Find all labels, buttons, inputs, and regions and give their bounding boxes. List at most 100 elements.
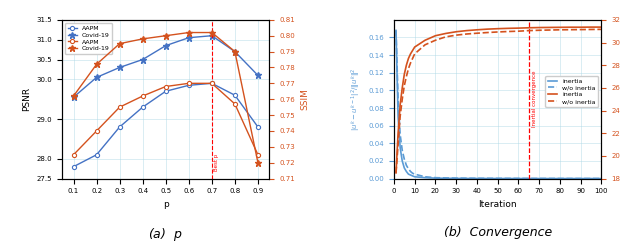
Line: w/o inertia: w/o inertia: [396, 29, 601, 173]
w/o inertia: [494, 177, 502, 180]
Covid-19: [162, 34, 169, 37]
AAPM: [231, 94, 239, 97]
Covid-19: [254, 161, 262, 164]
inertia: [598, 26, 605, 29]
inertia: [567, 26, 574, 29]
Line: AAPM: AAPM: [71, 81, 260, 169]
w/o inertia: [396, 133, 404, 136]
inertia: [432, 177, 439, 180]
Covid-19: [231, 50, 239, 53]
w/o inertia: [484, 31, 491, 34]
w/o inertia: [411, 52, 418, 55]
inertia: [405, 57, 412, 60]
w/o inertia: [484, 177, 491, 180]
Covid-19: [231, 50, 239, 53]
w/o inertia: [587, 177, 595, 180]
Covid-19: [93, 63, 100, 66]
inertia: [515, 27, 522, 30]
inertia: [401, 73, 408, 76]
Text: (b)  Convergence: (b) Convergence: [443, 226, 552, 239]
w/o inertia: [525, 29, 533, 32]
inertia: [405, 173, 412, 176]
w/o inertia: [556, 177, 564, 180]
inertia: [484, 177, 491, 180]
w/o inertia: [392, 29, 400, 32]
inertia: [409, 174, 417, 177]
Line: Covid-19: Covid-19: [71, 32, 261, 100]
inertia: [392, 29, 400, 32]
Covid-19: [208, 31, 216, 34]
w/o inertia: [394, 98, 402, 101]
Covid-19: [93, 76, 100, 79]
w/o inertia: [405, 167, 412, 170]
inertia: [473, 28, 480, 31]
w/o inertia: [402, 75, 410, 78]
inertia: [411, 46, 418, 49]
inertia: [567, 177, 574, 180]
inertia: [536, 26, 543, 29]
inertia: [442, 177, 450, 180]
inertia: [402, 170, 410, 173]
Covid-19: [254, 74, 262, 77]
inertia: [577, 177, 585, 180]
Line: AAPM: AAPM: [71, 81, 260, 157]
Line: inertia: inertia: [396, 27, 601, 173]
w/o inertia: [577, 177, 585, 180]
AAPM: [116, 106, 123, 109]
inertia: [577, 26, 585, 29]
AAPM: [162, 85, 169, 88]
inertia: [407, 52, 414, 55]
Y-axis label: $|u^k - u^{k-1}|^2 / \|u^k\|^2$: $|u^k - u^{k-1}|^2 / \|u^k\|^2$: [350, 67, 363, 131]
w/o inertia: [453, 34, 460, 37]
inertia: [504, 27, 511, 30]
w/o inertia: [515, 30, 522, 33]
inertia: [598, 177, 605, 180]
inertia: [504, 177, 511, 180]
Covid-19: [139, 58, 146, 61]
inertia: [407, 174, 414, 177]
inertia: [525, 26, 533, 29]
Line: inertia: inertia: [396, 31, 601, 179]
Legend: inertia, w/o inertia, inertia, w/o inertia: inertia, w/o inertia, inertia, w/o inert…: [546, 76, 598, 107]
w/o inertia: [409, 172, 417, 175]
w/o inertia: [407, 170, 414, 173]
w/o inertia: [525, 177, 533, 180]
w/o inertia: [536, 177, 543, 180]
X-axis label: p: p: [163, 200, 169, 209]
inertia: [399, 86, 406, 89]
w/o inertia: [536, 29, 543, 32]
Covid-19: [70, 96, 78, 99]
inertia: [453, 177, 460, 180]
AAPM: [208, 82, 216, 85]
Y-axis label: SSIM: SSIM: [301, 88, 309, 110]
Covid-19: [185, 31, 192, 34]
AAPM: [139, 94, 146, 97]
AAPM: [254, 153, 262, 156]
inertia: [422, 39, 429, 42]
Line: w/o inertia: w/o inertia: [396, 31, 601, 179]
inertia: [536, 177, 543, 180]
inertia: [463, 29, 470, 32]
w/o inertia: [473, 32, 480, 35]
w/o inertia: [396, 115, 404, 118]
inertia: [432, 34, 439, 37]
inertia: [473, 177, 480, 180]
w/o inertia: [473, 177, 480, 180]
AAPM: [93, 129, 100, 132]
inertia: [587, 26, 595, 29]
inertia: [556, 177, 564, 180]
w/o inertia: [422, 43, 429, 46]
Line: Covid-19: Covid-19: [71, 30, 261, 166]
w/o inertia: [463, 32, 470, 35]
inertia: [525, 177, 533, 180]
w/o inertia: [392, 171, 400, 174]
w/o inertia: [567, 177, 574, 180]
AAPM: [254, 125, 262, 128]
w/o inertia: [515, 177, 522, 180]
inertia: [394, 132, 402, 135]
w/o inertia: [411, 173, 418, 176]
w/o inertia: [587, 28, 595, 31]
AAPM: [70, 165, 78, 168]
inertia: [463, 177, 470, 180]
inertia: [494, 177, 502, 180]
